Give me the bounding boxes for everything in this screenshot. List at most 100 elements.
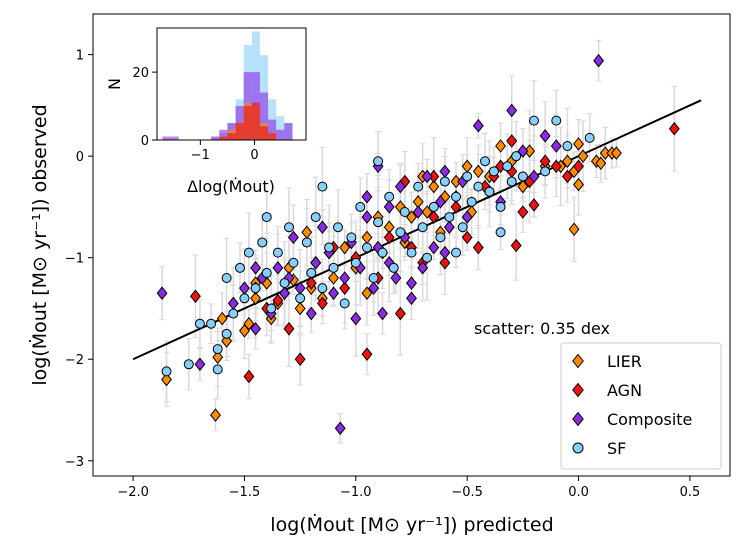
point-sf — [495, 201, 506, 212]
legend-label-sf: SF — [607, 439, 626, 458]
point-lier — [210, 408, 221, 422]
fit-line — [132, 99, 702, 361]
point-sf — [355, 201, 366, 212]
point-composite — [539, 129, 551, 143]
point-sf — [221, 328, 232, 339]
point-lier — [294, 301, 306, 316]
point-lier — [573, 177, 584, 192]
point-sf — [350, 257, 361, 268]
point-sf — [301, 237, 312, 248]
point-sf — [473, 181, 484, 192]
legend-box — [560, 342, 722, 470]
hist-bar-composite — [162, 136, 171, 140]
point-sf — [435, 232, 446, 243]
hist-bar-agn — [235, 123, 244, 140]
point-agn — [668, 121, 680, 136]
point-sf — [328, 262, 339, 273]
point-composite — [361, 189, 373, 204]
point-agn — [243, 369, 255, 384]
point-composite — [394, 179, 406, 194]
point-sf — [194, 318, 205, 329]
point-lier — [573, 137, 584, 151]
point-composite — [361, 210, 373, 224]
point-sf — [206, 318, 217, 329]
point-sf — [368, 273, 379, 283]
main-scatter-plot: −2.0 −1.5 −1.0 −0.5 0.0 0.5 −3 −2 −1 0 1 log(Ṁout… — [28, 13, 731, 536]
point-sf — [212, 344, 223, 355]
inset-x-axis-ticks: −1 0 — [191, 140, 259, 163]
point-sf — [488, 166, 499, 177]
point-sf — [272, 247, 283, 258]
point-composite — [279, 286, 290, 301]
point-sf — [373, 217, 384, 228]
hist-bar-composite — [268, 119, 277, 140]
point-sf — [346, 232, 357, 243]
inset-x-tick-label: 0 — [250, 148, 258, 163]
point-composite — [272, 261, 284, 275]
point-agn — [573, 159, 584, 174]
point-sf — [235, 262, 245, 273]
point-composite — [328, 286, 339, 301]
x-tick-label: 0.0 — [568, 485, 589, 500]
point-composite — [421, 169, 433, 184]
x-axis-label: log(Ṁout [M⊙ yr⁻¹]) predicted — [270, 513, 553, 536]
y-tick-label: −2 — [65, 353, 84, 368]
point-lier — [328, 271, 339, 285]
point-sf — [428, 201, 439, 212]
point-sf — [480, 156, 490, 167]
scatter-annotation: scatter: 0.35 dex — [474, 319, 610, 338]
inset-histogram: −1 0 0 20 Δlog(Ṁout) N — [105, 27, 307, 196]
point-sf — [288, 257, 299, 268]
point-sf — [310, 212, 321, 223]
point-agn — [472, 240, 484, 255]
point-lier — [561, 154, 573, 169]
hist-bar-sf — [276, 116, 285, 140]
point-composite — [593, 53, 605, 68]
point-sf — [333, 222, 343, 233]
point-composite — [550, 139, 562, 153]
point-sf — [506, 176, 517, 187]
point-sf — [228, 308, 239, 319]
point-composite — [368, 281, 380, 295]
legend-label-agn: AGN — [607, 381, 642, 400]
point-composite — [383, 200, 395, 214]
point-composite — [250, 261, 262, 275]
point-sf — [395, 227, 406, 238]
data-points — [156, 53, 680, 436]
point-composite — [194, 357, 206, 372]
point-composite — [310, 255, 322, 270]
point-agn — [361, 347, 373, 361]
hist-bar-agn — [251, 102, 260, 140]
point-agn — [272, 293, 284, 308]
point-composite — [406, 291, 417, 306]
point-lier — [339, 240, 351, 255]
x-tick-label: −1.0 — [340, 485, 372, 500]
point-lier — [568, 222, 580, 237]
point-sf — [212, 364, 223, 375]
fit-line-path — [132, 99, 702, 361]
point-sf — [324, 242, 335, 253]
inset-y-axis-label: N — [105, 78, 124, 90]
point-sf — [339, 298, 350, 309]
y-tick-label: 0 — [76, 150, 84, 165]
point-agn — [461, 230, 473, 245]
point-sf — [266, 303, 277, 314]
point-agn — [550, 159, 562, 174]
point-lier — [243, 316, 255, 331]
point-composite — [443, 220, 455, 235]
point-composite — [428, 240, 440, 255]
point-sf — [261, 212, 272, 223]
point-agn — [510, 238, 522, 253]
point-sf — [284, 222, 294, 233]
legend-marker-lier — [572, 353, 584, 369]
point-agn — [283, 321, 295, 336]
point-composite — [528, 169, 540, 184]
y-axis-label: log(Ṁout [M⊙ yr⁻¹]) observed — [28, 104, 51, 385]
point-lier — [517, 179, 529, 194]
point-lier — [216, 311, 228, 326]
point-lier — [250, 291, 262, 306]
hist-bar-composite — [259, 92, 269, 140]
point-composite — [506, 103, 518, 118]
hist-bar-composite — [170, 136, 179, 140]
point-agn — [394, 306, 406, 321]
